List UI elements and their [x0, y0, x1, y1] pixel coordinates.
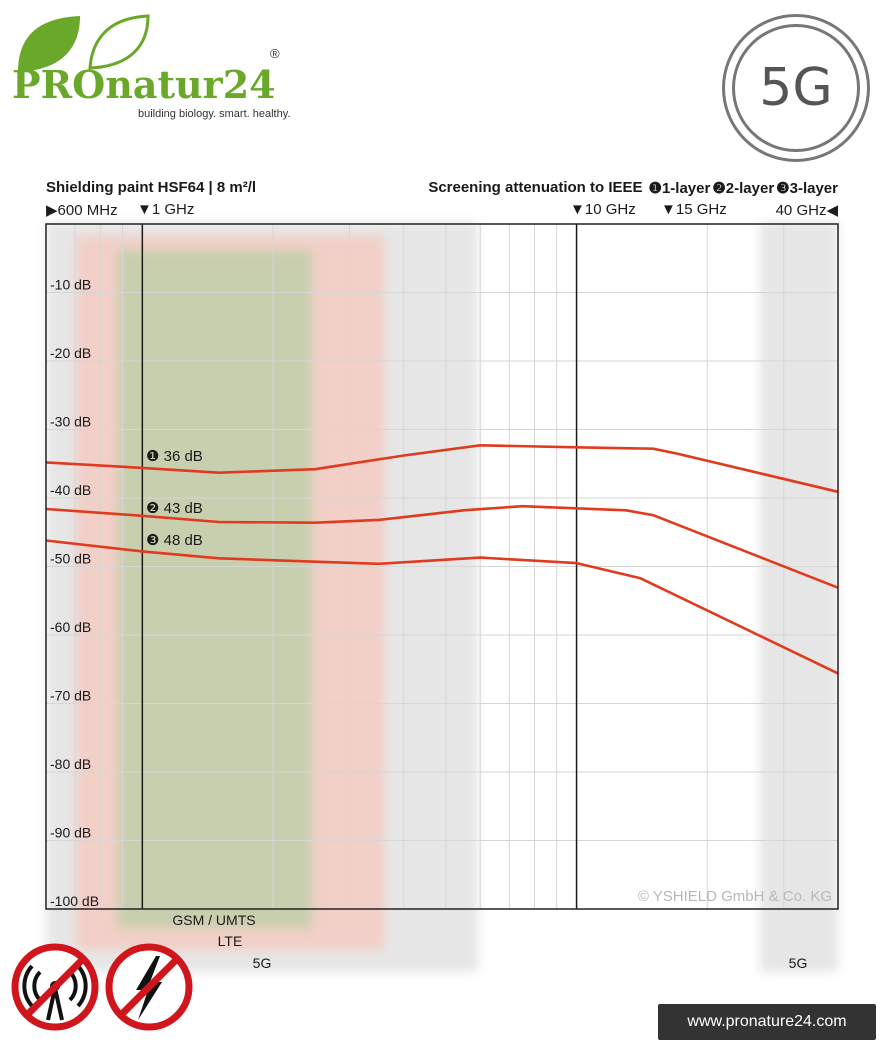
band-label-lte: LTE — [218, 933, 243, 949]
brand-name: PROnatur24 — [12, 62, 276, 107]
registered-mark: ® — [270, 46, 280, 61]
band-gsm-umts — [118, 250, 312, 928]
y-tick-label: -80 dB — [50, 756, 91, 772]
5g-badge-label: 5G — [732, 24, 860, 152]
band-label-gsm-umts: GSM / UMTS — [172, 912, 255, 928]
series-label-3-layer: ❸ 48 dB — [146, 532, 203, 549]
freq-mark-40ghz: 40 GHz◀ — [775, 202, 838, 219]
freq-mark-600mhz: ▶600 MHz — [46, 202, 118, 219]
y-tick-label: -70 dB — [50, 688, 91, 704]
chart-legend-header: Screening attenuation to IEEE ❶1-layer ❷… — [428, 179, 838, 197]
chart-markers — [141, 224, 578, 909]
legend-2-layer: ❷2-layer — [712, 180, 775, 197]
series-line-2-layer — [45, 504, 839, 589]
y-tick-label: -50 dB — [50, 551, 91, 567]
y-tick-label: -10 dB — [50, 277, 91, 293]
y-tick-label: -30 dB — [50, 414, 91, 430]
series-label-1-layer: ❶ 36 dB — [146, 448, 203, 465]
no-electric-icon — [105, 943, 193, 1031]
freq-mark-1ghz: ▼1 GHz — [137, 201, 195, 218]
copyright-text: © YSHIELD GmbH & Co. KG — [638, 888, 832, 905]
series-line-3-layer — [45, 539, 839, 675]
y-tick-label: -20 dB — [50, 345, 91, 361]
series-labels: ❶ 36 dB ❷ 43 dB ❸ 48 dB — [146, 448, 203, 549]
series-line-1-layer — [45, 443, 839, 494]
band-label-5g-high: 5G — [789, 955, 808, 971]
y-tick-label: -90 dB — [50, 825, 91, 841]
plot-frame — [45, 223, 839, 910]
legend-1-layer: ❶1-layer — [648, 180, 711, 197]
band-5g-high — [760, 222, 838, 972]
series-label-2-layer: ❷ 43 dB — [146, 500, 203, 517]
website-url[interactable]: www.pronature24.com — [658, 1004, 876, 1040]
attenuation-chart: -10 dB -20 dB -30 dB -40 dB -50 dB -60 dB -70 … — [45, 222, 839, 972]
freq-mark-15ghz: ▼15 GHz — [661, 201, 727, 218]
y-tick-label: -100 dB — [50, 893, 99, 909]
legend-3-layer: ❸3-layer — [776, 180, 838, 197]
band-label-5g-low: 5G — [253, 955, 272, 971]
no-radio-icon — [11, 943, 99, 1031]
y-tick-label: -40 dB — [50, 482, 91, 498]
y-axis-ticks: -10 dB -20 dB -30 dB -40 dB -50 dB -60 dB -70 … — [50, 277, 99, 910]
5g-badge: 5G — [722, 14, 870, 162]
freq-mark-10ghz: ▼10 GHz — [570, 201, 636, 218]
chart-grid — [45, 224, 838, 909]
series-lines — [45, 443, 839, 675]
y-tick-label: -60 dB — [50, 619, 91, 635]
chart-title: Shielding paint HSF64 | 8 m²/l — [46, 179, 257, 196]
brand-tagline: building biology. smart. healthy. — [138, 108, 291, 120]
leaf-logo-icon — [18, 14, 150, 72]
chart-subtitle: Screening attenuation to IEEE — [428, 179, 643, 196]
